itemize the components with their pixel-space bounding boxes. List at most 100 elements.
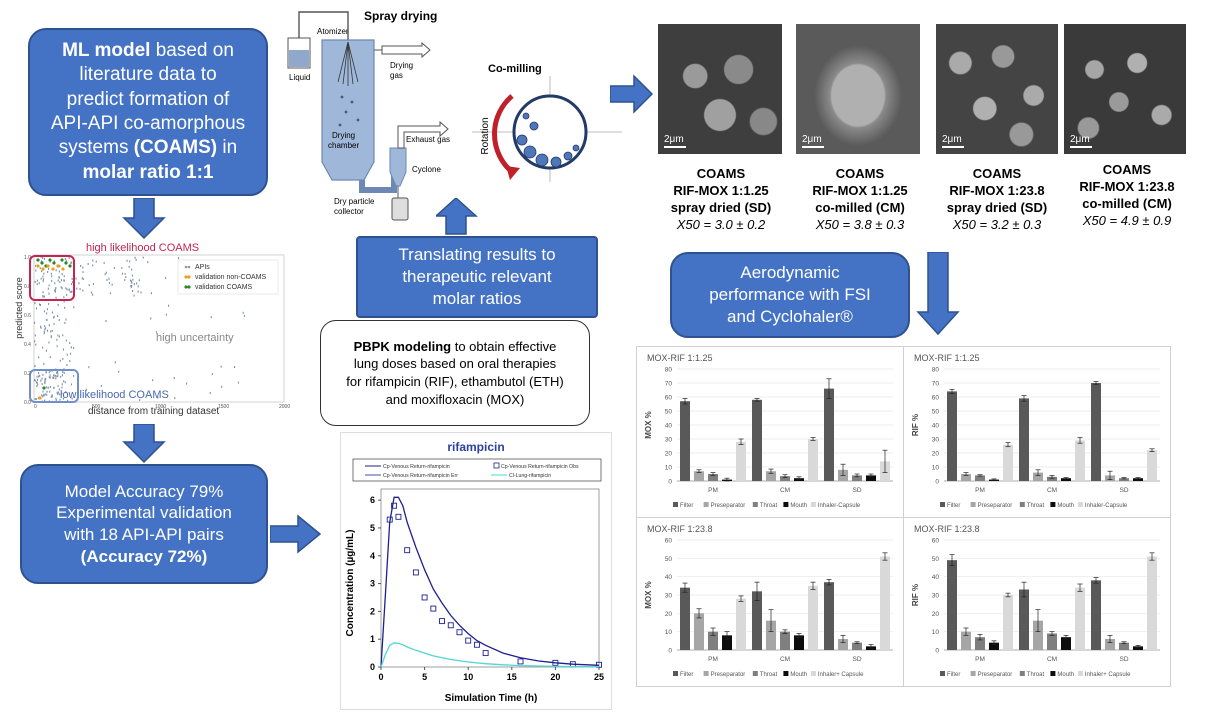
scatter-point <box>76 287 78 290</box>
right-arrow-accuracy <box>270 514 322 554</box>
scatter-point <box>211 373 213 376</box>
pk-legend-marker-1 <box>493 462 500 469</box>
scatter-point <box>40 325 42 328</box>
scatter-point <box>69 290 71 293</box>
ml-line1: based on <box>150 40 234 62</box>
bar-mouth-cm <box>794 635 804 650</box>
validation-coams-point <box>60 258 64 262</box>
collector-vessel <box>391 197 409 221</box>
validation-noncoams-point <box>38 396 42 400</box>
scatter-point <box>34 281 36 283</box>
scatter-point <box>46 386 48 389</box>
pk-xlabel: Simulation Time (h) <box>445 693 538 704</box>
bar-legend-swatch <box>673 502 678 507</box>
scatter-point <box>44 393 46 396</box>
scatter-point <box>46 318 48 321</box>
scatter-point <box>49 374 51 377</box>
scatter-point <box>88 284 90 287</box>
bar-legend-swatch <box>1019 671 1025 676</box>
acc-line2: Experimental validation <box>56 503 232 523</box>
scatter-point <box>46 393 48 396</box>
pk-ylabel: Concentration (µg/mL) <box>345 530 356 637</box>
aero-line2: performance with FSI <box>709 285 871 305</box>
scatter-point <box>220 365 222 368</box>
bar-ytick-label: 10 <box>932 465 940 472</box>
scatter-xtick-2: 1000 <box>155 404 166 410</box>
scatter-point <box>36 385 38 387</box>
sem-caption-4-l1: COAMS <box>1102 162 1152 177</box>
bar-preseparator-pm <box>694 471 704 481</box>
scatter-point <box>34 302 36 305</box>
scatter-point <box>65 259 67 262</box>
scatter-point <box>64 321 66 324</box>
pk-observed-point <box>456 629 463 636</box>
sem-caption-4-x50: X50 = 4.9 ± 0.9 <box>1082 212 1172 228</box>
scatter-point <box>36 279 38 282</box>
scatter-point <box>92 259 94 262</box>
scatter-point <box>82 289 84 292</box>
scatter-point <box>63 279 65 282</box>
scatter-point <box>66 364 68 366</box>
scatter-point <box>50 272 52 275</box>
scatter-point <box>118 370 120 373</box>
aero-line1: Aerodynamic <box>740 263 840 283</box>
up-arrow-spray <box>436 198 478 235</box>
scatter-point <box>75 277 77 280</box>
scatter-ytick-5: 0.0 <box>24 400 31 406</box>
validation-noncoams-point <box>51 267 55 271</box>
scatter-point <box>35 398 37 401</box>
scatter-point <box>42 390 44 393</box>
pk-observed-point <box>517 658 524 665</box>
scatter-point <box>50 335 52 338</box>
sem-caption-1-l2: RIF-MOX 1:1.25 <box>673 182 769 198</box>
scatter-point <box>150 317 152 320</box>
scatter-point <box>173 377 175 380</box>
bar-legend-swatch <box>1077 502 1083 507</box>
pk-ytick-label: 6 <box>370 495 375 505</box>
sem-caption-2-l1: COAMS <box>835 166 885 181</box>
scatter-ytick-1: 0.8 <box>24 284 31 290</box>
legend-coams-marker-2 <box>187 285 191 289</box>
scatter-point <box>55 399 57 402</box>
legend-noncoams-marker-2 <box>187 275 191 279</box>
scatter-point <box>63 275 65 278</box>
validation-noncoams-point <box>61 267 65 271</box>
validation-coams-point <box>42 386 46 390</box>
pk-title: rifampicin <box>447 440 504 454</box>
scatter-point <box>130 285 132 287</box>
pk-plot-frame <box>380 488 600 668</box>
scatter-point <box>47 386 49 389</box>
scatter-point <box>43 272 45 275</box>
scatter-point <box>60 286 62 289</box>
scatter-point <box>150 292 152 295</box>
bar-filter-sd <box>1091 580 1101 650</box>
sem-caption-1-l3: spray dried (SD) <box>670 199 772 215</box>
sem-caption-3-l1: COAMS <box>972 166 1022 181</box>
sem-caption-2-l3: co-milled (CM) <box>815 199 905 215</box>
feed-line <box>298 11 349 42</box>
scatter-point <box>105 320 107 322</box>
legend-coams: validation COAMS <box>195 284 253 291</box>
scatter-point <box>54 290 56 293</box>
scatter-point <box>51 275 53 278</box>
scatter-point <box>82 278 84 280</box>
co-milling-schematic: Co-milling Rotation <box>472 63 622 182</box>
bar-legend-swatch <box>1077 671 1083 676</box>
scatter-point <box>36 378 38 381</box>
scatter-point <box>61 386 63 389</box>
bar-ytick-label: 50 <box>665 409 673 416</box>
scatter-point <box>63 300 65 303</box>
scatter-point <box>62 357 64 360</box>
milling-balls <box>516 112 580 168</box>
bar-legend-label: Preseparator <box>978 503 1013 509</box>
scatter-point <box>140 291 142 294</box>
scatter-point <box>73 346 75 349</box>
down-arrow-2 <box>122 424 166 464</box>
bar-legend-swatch <box>1050 502 1056 507</box>
pk-xtick-label: 15 <box>507 672 517 682</box>
sem-caption-3-l2: RIF-MOX 1:23.8 <box>949 182 1045 198</box>
bar-ytick-label: 40 <box>932 423 940 430</box>
scatter-point <box>131 281 133 284</box>
scatter-point <box>51 279 53 282</box>
pbpk-line3: for rifampicin (RIF), ethambutol (ETH) <box>346 374 564 389</box>
